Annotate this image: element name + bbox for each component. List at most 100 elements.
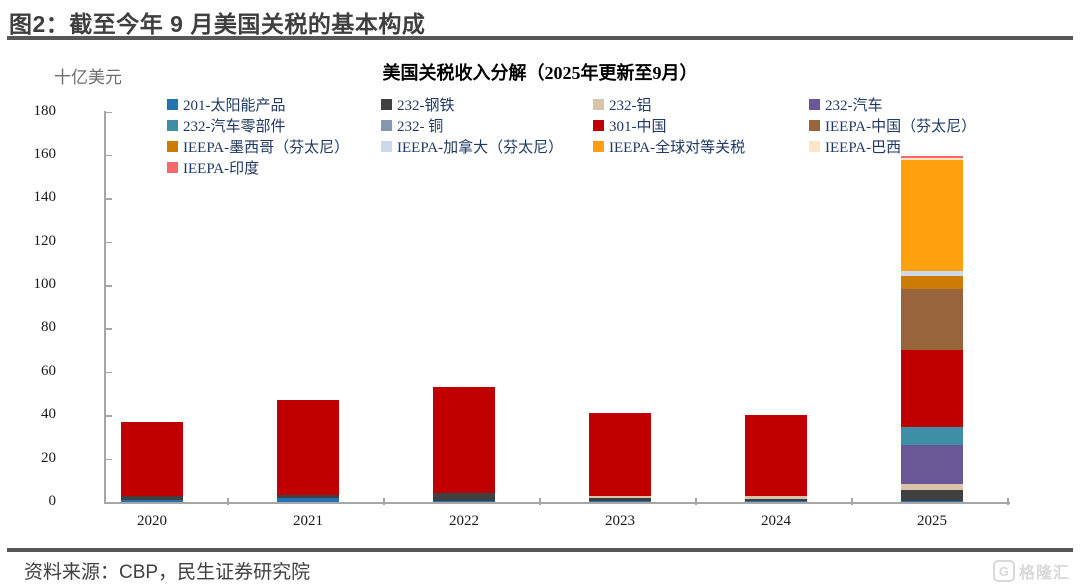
bar-segment [745,415,807,497]
legend-swatch-icon [381,120,392,131]
x-tick-label: 2022 [449,513,479,529]
x-tick-label: 2025 [917,513,947,529]
bar-segment [901,289,963,350]
legend-label: IEEPA-全球对等关税 [609,140,746,156]
bar-segment [589,497,651,502]
bar-segment [277,400,339,495]
legend-item: IEEPA-印度 [167,157,381,178]
bar-segment [433,493,495,502]
y-tick-label: 100 [33,276,57,293]
footer-divider [7,548,1073,552]
legend-label: IEEPA-中国（芬太尼） [825,119,977,135]
legend-swatch-icon [593,120,604,131]
stacked-bar-2020 [121,421,183,502]
legend-swatch-icon [809,99,820,110]
bar-segment [433,501,495,502]
x-tick-mark [539,498,541,505]
y-tick-mark [106,241,112,244]
legend-swatch-icon [381,99,392,110]
x-tick-label: 2023 [605,513,635,529]
y-tick-label: 180 [33,102,57,119]
y-tick-mark [106,458,112,461]
bar-segment [901,158,963,160]
y-tick-label: 20 [41,449,56,466]
bar-segment [433,387,495,494]
figure-title: 图2：截至今年 9 月美国关税的基本构成 [9,11,426,37]
y-tick-label: 0 [48,493,57,509]
bar-segment [277,494,339,499]
bar-segment [901,271,963,277]
x-tick-mark [383,498,385,505]
bar-segment [589,495,651,498]
watermark-text: 格隆汇 [1018,565,1070,582]
stacked-bar-2021 [277,400,339,502]
legend-swatch-icon [167,120,178,131]
y-tick-mark [106,154,112,157]
chart-title: 美国关税收入分解（2025年更新至9月） [382,63,698,83]
legend-item: IEEPA-巴西 [809,136,1067,157]
legend-swatch-icon [381,141,392,152]
legend-swatch-icon [809,120,820,131]
bar-segment [121,495,183,500]
site-watermark: G 格隆汇 [992,559,1070,583]
x-tick-mark [695,498,697,505]
bar-segment [745,501,807,502]
y-tick-mark [106,371,112,374]
legend-swatch-icon [593,99,604,110]
bar-segment [901,159,963,272]
x-tick-label: 2021 [293,513,323,529]
legend-label: 232-汽车零部件 [183,119,286,135]
legend-label: 232- 铜 [397,119,444,135]
legend-label: 201-太阳能产品 [183,98,286,114]
y-tick-mark [106,415,112,417]
bar-segment [901,501,963,502]
legend-label: 301-中国 [609,119,667,135]
legend-item: 232-铝 [593,94,809,115]
y-tick-label: 40 [41,406,56,423]
header-divider [7,36,1073,40]
y-tick-label: 120 [33,232,57,249]
bar-segment [901,155,963,159]
source-note: 资料来源：CBP，民生证券研究院 [24,562,311,583]
bar-segment [901,427,963,445]
x-tick-mark [851,498,853,505]
watermark-logo-icon: G [992,560,1015,582]
y-tick-label: 80 [41,319,56,336]
bar-segment [745,498,807,502]
x-tick-mark [1007,498,1009,505]
legend-label: IEEPA-巴西 [825,140,902,156]
y-tick-mark [106,198,112,200]
stacked-bar-2024 [745,415,807,502]
legend-item: 232-钢铁 [381,94,593,115]
x-tick-mark [227,498,229,505]
legend-item: IEEPA-中国（芬太尼） [809,115,1067,136]
y-axis-line [104,111,106,503]
legend-label: 232-汽车 [825,98,883,114]
y-tick-label: 160 [33,145,57,162]
legend-item: IEEPA-墨西哥（芬太尼） [167,136,381,157]
legend-swatch-icon [167,141,178,152]
legend-item: 232-汽车零部件 [167,115,381,136]
legend-swatch-icon [167,162,178,173]
chart-legend: 201-太阳能产品 232-钢铁 232-铝 232-汽车 232-汽车零部件 232- … [167,94,1067,178]
x-tick-label: 2024 [761,513,791,529]
bar-segment [121,421,183,496]
bar-segment [121,499,183,502]
stacked-bar-2023 [589,413,651,502]
legend-item: 232- 铜 [381,115,593,136]
legend-item: 201-太阳能产品 [167,94,381,115]
bar-segment [901,276,963,290]
bar-segment [901,490,963,502]
stacked-bar-2025 [901,155,963,502]
legend-item: 232-汽车 [809,94,1067,115]
legend-label: 232-铝 [609,98,652,114]
legend-item: IEEPA-加拿大（芬太尼） [381,136,593,157]
legend-item: IEEPA-全球对等关税 [593,136,809,157]
legend-label: IEEPA-加拿大（芬太尼） [397,140,564,156]
x-axis-line [104,502,1010,504]
legend-label: IEEPA-墨西哥（芬太尼） [183,140,350,156]
y-axis-unit-label: 十亿美元 [54,68,122,87]
bar-segment [745,496,807,499]
x-tick-label: 2020 [137,513,167,529]
